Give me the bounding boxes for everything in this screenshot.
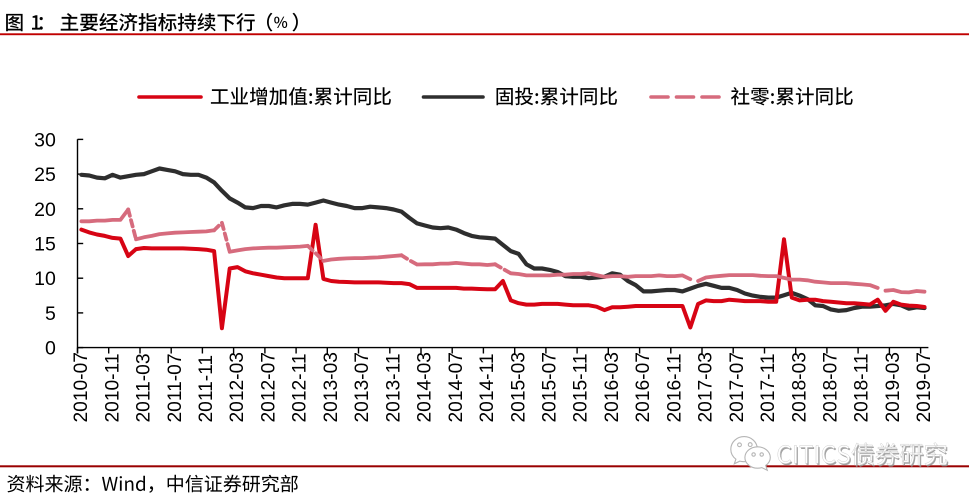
svg-text:2018-03: 2018-03 (789, 352, 810, 422)
svg-text:2015-11: 2015-11 (571, 354, 592, 423)
svg-text:2011-11: 2011-11 (196, 355, 217, 423)
svg-text:2015-03: 2015-03 (508, 352, 529, 422)
svg-text:2017-07: 2017-07 (727, 352, 748, 422)
svg-text:2014-11: 2014-11 (477, 354, 498, 423)
svg-text:2011-03: 2011-03 (134, 354, 155, 423)
svg-text:2012-07: 2012-07 (259, 352, 280, 422)
svg-text:0: 0 (45, 338, 56, 360)
svg-text:2017-11: 2017-11 (758, 354, 779, 423)
svg-text:2019-07: 2019-07 (914, 352, 935, 422)
svg-text:2019-03: 2019-03 (883, 352, 904, 422)
svg-text:2017-03: 2017-03 (696, 352, 717, 422)
svg-text:2010-07: 2010-07 (71, 352, 92, 422)
svg-text:25: 25 (34, 164, 56, 186)
svg-text:2014-07: 2014-07 (446, 352, 467, 422)
svg-text:2018-11: 2018-11 (852, 354, 873, 423)
svg-text:2012-11: 2012-11 (290, 354, 311, 423)
svg-text:2010-11: 2010-11 (102, 354, 123, 423)
svg-text:5: 5 (45, 303, 56, 325)
svg-text:2013-03: 2013-03 (321, 352, 342, 422)
svg-text:2011-07: 2011-07 (165, 354, 186, 423)
svg-text:2018-07: 2018-07 (821, 352, 842, 422)
svg-text:2016-03: 2016-03 (602, 352, 623, 422)
svg-text:2016-11: 2016-11 (664, 354, 685, 423)
svg-text:2013-11: 2013-11 (383, 354, 404, 423)
svg-text:2015-07: 2015-07 (540, 352, 561, 422)
svg-text:2013-07: 2013-07 (352, 352, 373, 422)
svg-text:15: 15 (34, 234, 56, 256)
svg-text:10: 10 (34, 268, 56, 290)
svg-text:2012-03: 2012-03 (227, 352, 248, 422)
svg-text:2016-07: 2016-07 (633, 352, 654, 422)
svg-text:2014-03: 2014-03 (415, 352, 436, 422)
svg-text:30: 30 (34, 129, 56, 151)
svg-text:20: 20 (34, 199, 56, 221)
